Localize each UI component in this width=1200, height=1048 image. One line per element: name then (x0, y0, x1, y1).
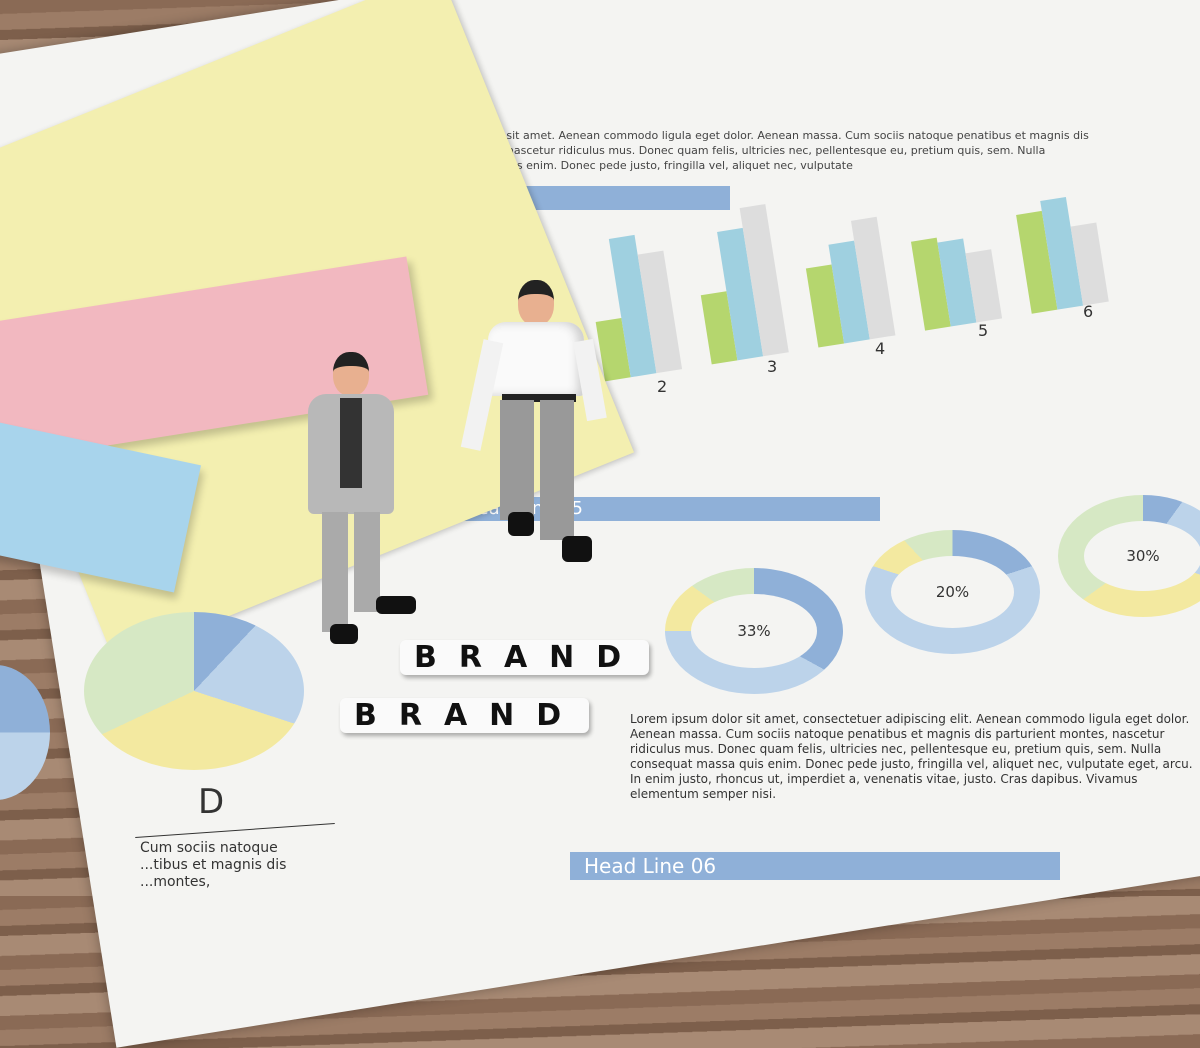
bar-label: 3 (767, 357, 778, 376)
pie-caption: Cum sociis natoque ...tibus et magnis di… (140, 840, 286, 891)
bar-label: 4 (875, 339, 886, 358)
businessman-figurine-suit (288, 352, 418, 652)
brand-blocks-bottom: BRAND (340, 698, 590, 733)
donut-chart: 20% (865, 530, 1040, 654)
donut-chart: 30% (1058, 495, 1200, 617)
businessman-figurine-shirt (460, 280, 608, 570)
caption-line: Cum sociis natoque (140, 840, 278, 856)
donut-label: 33% (737, 622, 771, 640)
caption-line: ...montes, (140, 874, 211, 890)
bar-label: 5 (978, 321, 989, 340)
headline-06: Head Line 06 (570, 852, 1060, 880)
body-text: Lorem ipsum dolor sit amet, consectetuer… (630, 712, 1193, 801)
pie-label: D (198, 782, 225, 822)
bar-label: 6 (1083, 302, 1094, 321)
caption-line: ...tibus et magnis dis (140, 857, 287, 873)
brand-blocks-top: BRAND (400, 640, 650, 675)
pie-chart-partial (0, 665, 50, 800)
donut-chart: 33% (665, 568, 843, 694)
donut-label: 30% (1126, 547, 1160, 565)
pie-chart (84, 612, 304, 770)
donut-label: 20% (935, 583, 970, 601)
bar-label: 2 (657, 377, 668, 396)
